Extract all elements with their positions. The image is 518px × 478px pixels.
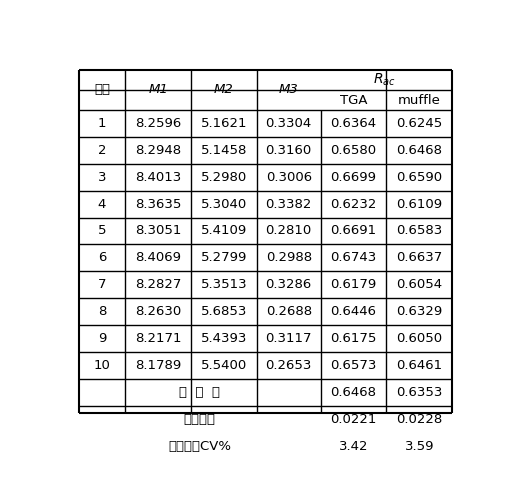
Text: 0.6573: 0.6573 [330, 359, 377, 372]
Text: 变异系数CV%: 变异系数CV% [168, 440, 231, 453]
Text: 0.0228: 0.0228 [396, 413, 442, 426]
Text: 9: 9 [98, 332, 106, 345]
Text: 8.2948: 8.2948 [135, 144, 181, 157]
Text: 0.3382: 0.3382 [266, 197, 312, 210]
Text: 0.6691: 0.6691 [330, 225, 377, 238]
Text: 0.2810: 0.2810 [266, 225, 312, 238]
Text: 0.6699: 0.6699 [330, 171, 377, 184]
Text: 0.2988: 0.2988 [266, 251, 312, 264]
Text: 0.6583: 0.6583 [396, 225, 442, 238]
Text: 5.2799: 5.2799 [201, 251, 247, 264]
Text: 0.6329: 0.6329 [396, 305, 442, 318]
Text: 5.1458: 5.1458 [201, 144, 247, 157]
Text: 5: 5 [98, 225, 106, 238]
Text: 5.6853: 5.6853 [201, 305, 247, 318]
Text: 5.5400: 5.5400 [201, 359, 247, 372]
Text: 0.6245: 0.6245 [396, 117, 442, 130]
Text: 3.59: 3.59 [405, 440, 434, 453]
Text: 0.3160: 0.3160 [266, 144, 312, 157]
Text: 0.6050: 0.6050 [396, 332, 442, 345]
Text: 5.4393: 5.4393 [201, 332, 247, 345]
Text: 0.6446: 0.6446 [330, 305, 377, 318]
Text: 平  均  値: 平 均 値 [179, 386, 220, 399]
Text: 0.6468: 0.6468 [330, 386, 377, 399]
Text: 0.6232: 0.6232 [330, 197, 377, 210]
Text: M1: M1 [148, 83, 168, 96]
Text: 5.1621: 5.1621 [201, 117, 247, 130]
Text: 0.2653: 0.2653 [266, 359, 312, 372]
Text: 0.6637: 0.6637 [396, 251, 442, 264]
Text: 8.2630: 8.2630 [135, 305, 181, 318]
Text: 0.3117: 0.3117 [266, 332, 312, 345]
Text: 5.2980: 5.2980 [201, 171, 247, 184]
Text: 8.3051: 8.3051 [135, 225, 181, 238]
Text: 0.2688: 0.2688 [266, 305, 312, 318]
Text: 8.2596: 8.2596 [135, 117, 181, 130]
Text: 0.0221: 0.0221 [330, 413, 377, 426]
Text: 4: 4 [98, 197, 106, 210]
Text: 标准偏差: 标准偏差 [183, 413, 215, 426]
Text: $R_{ac}$: $R_{ac}$ [373, 72, 396, 88]
Text: 3.42: 3.42 [339, 440, 368, 453]
Text: 0.3286: 0.3286 [266, 278, 312, 292]
Text: M2: M2 [214, 83, 234, 96]
Text: 0.6580: 0.6580 [330, 144, 377, 157]
Text: 0.3304: 0.3304 [266, 117, 312, 130]
Text: 0.6175: 0.6175 [330, 332, 377, 345]
Text: 8.4013: 8.4013 [135, 171, 181, 184]
Text: 8: 8 [98, 305, 106, 318]
Text: 0.6353: 0.6353 [396, 386, 442, 399]
Text: 10: 10 [94, 359, 110, 372]
Text: 8.4069: 8.4069 [135, 251, 181, 264]
Text: M3: M3 [279, 83, 298, 96]
Text: 7: 7 [98, 278, 106, 292]
Text: TGA: TGA [340, 94, 367, 107]
Text: 0.3006: 0.3006 [266, 171, 312, 184]
Text: 0.6590: 0.6590 [396, 171, 442, 184]
Text: 1: 1 [98, 117, 106, 130]
Text: 0.6179: 0.6179 [330, 278, 377, 292]
Text: 5.4109: 5.4109 [201, 225, 247, 238]
Text: 5.3040: 5.3040 [201, 197, 247, 210]
Text: 5.3513: 5.3513 [200, 278, 247, 292]
Text: 8.2171: 8.2171 [135, 332, 181, 345]
Text: 0.6364: 0.6364 [330, 117, 377, 130]
Text: 序号: 序号 [94, 83, 110, 96]
Text: 0.6461: 0.6461 [396, 359, 442, 372]
Text: 0.6109: 0.6109 [396, 197, 442, 210]
Text: 0.6468: 0.6468 [396, 144, 442, 157]
Text: 8.1789: 8.1789 [135, 359, 181, 372]
Text: muffle: muffle [398, 94, 441, 107]
Text: 2: 2 [98, 144, 106, 157]
Text: 0.6743: 0.6743 [330, 251, 377, 264]
Text: 6: 6 [98, 251, 106, 264]
Text: 0.6054: 0.6054 [396, 278, 442, 292]
Text: 8.3635: 8.3635 [135, 197, 181, 210]
Text: 8.2827: 8.2827 [135, 278, 181, 292]
Text: 3: 3 [98, 171, 106, 184]
